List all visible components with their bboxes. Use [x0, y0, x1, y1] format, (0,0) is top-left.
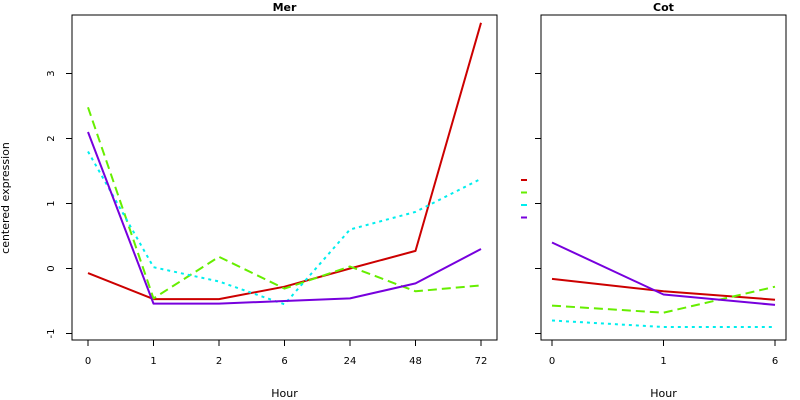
axes: 0 1 2 6 24 48 72 -1 0 1 2 3: [46, 70, 487, 367]
x-tick-label: 48: [409, 356, 422, 367]
axes: 0 1 6: [535, 73, 778, 367]
legend: [521, 179, 527, 219]
x-axis-title: Hour: [271, 387, 298, 400]
y-tick-label: 0: [46, 265, 57, 271]
series-line-3: [87, 151, 482, 306]
x-tick-label: 2: [216, 356, 222, 367]
series-line-2: [87, 106, 482, 300]
x-tick-label: 6: [772, 356, 778, 367]
y-tick-label: 3: [46, 70, 57, 76]
series-group: [551, 241, 776, 328]
x-tick-label: 72: [475, 356, 488, 367]
y-tick-label: 2: [46, 135, 57, 141]
series-line-4: [87, 131, 482, 305]
y-tick-label: 1: [46, 200, 57, 206]
x-tick-label: 24: [344, 356, 357, 367]
series-line-1: [551, 277, 776, 301]
panel-title: Cot: [653, 1, 674, 14]
x-tick-label: 0: [85, 356, 91, 367]
x-axis-title: Hour: [650, 387, 677, 400]
panel-mer: Mer Hour centered expression 0 1 2 6 24 48 72 -…: [0, 1, 498, 400]
panel-cot: Cot Hour 0 1 6: [535, 1, 787, 400]
panel-title: Mer: [273, 1, 297, 14]
series-group: [87, 22, 482, 306]
x-tick-label: 1: [150, 356, 156, 367]
series-line-2: [551, 285, 776, 314]
y-tick-label: -1: [46, 329, 57, 339]
y-axis-title: centered expression: [0, 142, 12, 254]
x-tick-label: 6: [281, 356, 287, 367]
series-line-3: [551, 319, 775, 328]
series-line-4: [551, 241, 776, 306]
x-tick-label: 0: [549, 356, 555, 367]
x-tick-label: 1: [660, 356, 666, 367]
